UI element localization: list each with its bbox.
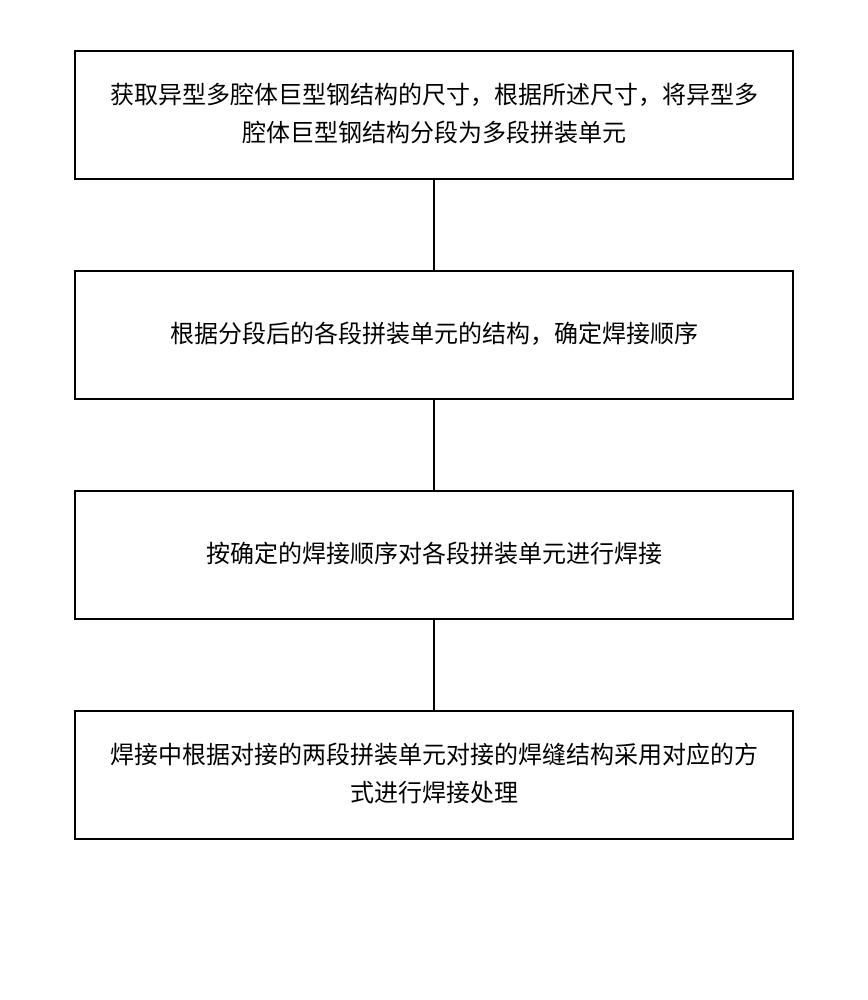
flowchart-step-1: 获取异型多腔体巨型钢结构的尺寸，根据所述尺寸，将异型多腔体巨型钢结构分段为多段拼… <box>74 50 794 180</box>
step-text: 焊接中根据对接的两段拼装单元对接的焊缝结构采用对应的方式进行焊接处理 <box>106 737 762 814</box>
step-text: 根据分段后的各段拼装单元的结构，确定焊接顺序 <box>170 316 698 354</box>
flowchart-connector-1 <box>433 180 435 270</box>
step-text: 按确定的焊接顺序对各段拼装单元进行焊接 <box>206 536 662 574</box>
flowchart-step-3: 按确定的焊接顺序对各段拼装单元进行焊接 <box>74 490 794 620</box>
step-text: 获取异型多腔体巨型钢结构的尺寸，根据所述尺寸，将异型多腔体巨型钢结构分段为多段拼… <box>106 77 762 154</box>
flowchart-step-4: 焊接中根据对接的两段拼装单元对接的焊缝结构采用对应的方式进行焊接处理 <box>74 710 794 840</box>
flowchart-step-2: 根据分段后的各段拼装单元的结构，确定焊接顺序 <box>74 270 794 400</box>
flowchart-connector-2 <box>433 400 435 490</box>
flowchart-connector-3 <box>433 620 435 710</box>
